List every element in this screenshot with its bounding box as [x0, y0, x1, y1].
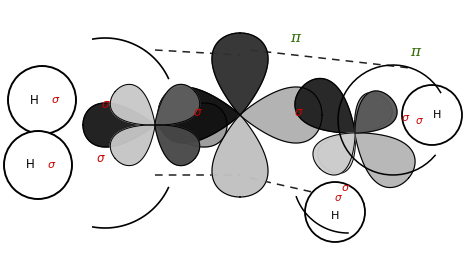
Circle shape: [4, 131, 72, 199]
Polygon shape: [318, 133, 356, 173]
Text: σ: σ: [47, 160, 55, 170]
Polygon shape: [212, 33, 268, 114]
Polygon shape: [313, 133, 355, 175]
Polygon shape: [155, 125, 200, 166]
Text: σ: σ: [96, 152, 104, 165]
Circle shape: [8, 66, 76, 134]
Text: σ: σ: [335, 193, 341, 203]
Text: H: H: [331, 211, 339, 221]
Polygon shape: [212, 116, 268, 197]
Polygon shape: [355, 133, 415, 187]
Text: H: H: [26, 159, 35, 172]
Text: π: π: [410, 45, 420, 59]
Text: σ: σ: [401, 113, 409, 123]
Text: H: H: [433, 110, 441, 120]
Polygon shape: [355, 93, 392, 133]
Polygon shape: [110, 84, 155, 125]
Polygon shape: [155, 103, 227, 147]
Text: σ: σ: [193, 107, 201, 120]
Circle shape: [305, 182, 365, 242]
Text: σ: σ: [341, 183, 348, 193]
Text: σ: σ: [52, 95, 58, 105]
Polygon shape: [83, 103, 155, 147]
Text: σ: σ: [101, 99, 109, 112]
Text: H: H: [29, 94, 38, 107]
Polygon shape: [355, 91, 397, 133]
Text: σ: σ: [416, 116, 422, 126]
Polygon shape: [110, 125, 155, 166]
Polygon shape: [155, 84, 200, 125]
Polygon shape: [241, 87, 322, 143]
Circle shape: [402, 85, 462, 145]
Polygon shape: [295, 79, 355, 133]
Text: π: π: [290, 31, 300, 45]
Text: σ: σ: [294, 106, 302, 119]
Polygon shape: [158, 87, 239, 143]
